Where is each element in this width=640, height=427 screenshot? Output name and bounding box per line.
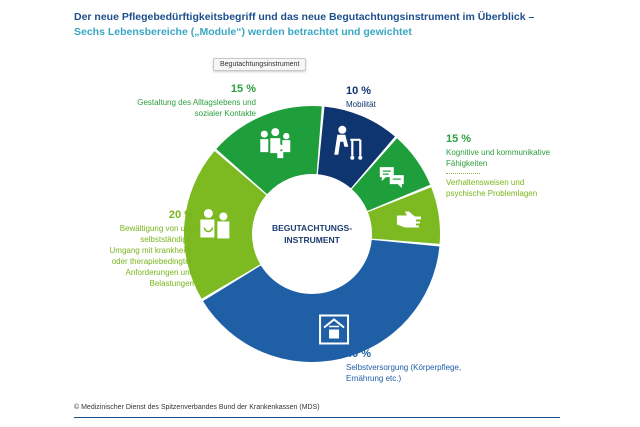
footer-copyright: © Medizinischer Dienst des Spitzenverban… [74,404,320,411]
label-alltag: 15 % Gestaltung des Alltagslebens und so… [130,84,256,119]
pct-mobilitaet: 10 % [346,85,372,97]
center-label: BEGUTACHTUNGS- INSTRUMENT [262,222,362,246]
center-label-line2: INSTRUMENT [284,235,340,245]
dotted-divider [446,173,480,174]
walker-icon [334,125,363,160]
name-selbstversorgung: Selbstversorgung (Körperpflege, Ernährun… [346,363,462,383]
title-line-2: Sechs Lebensbereiche („Module“) werden b… [74,26,412,38]
pct-kognitiv: 15 % [446,133,472,145]
name-alltag: Gestaltung des Alltagslebens und soziale… [137,98,256,118]
center-label-line1: BEGUTACHTUNGS- [271,223,353,233]
pct-krankheit: 20 % [168,209,194,221]
slice-mobilitaet [317,106,395,189]
name-krankheit: Bewältigung von und selbstständiger Umga… [109,224,194,288]
home-icon [319,314,350,345]
pct-selbstversorgung: 40 % [346,348,372,360]
title-line-1: Der neue Pflegebedürftigkeitsbegriff und… [74,11,535,23]
footer-rule [74,417,560,418]
speech-bubbles-icon [379,167,404,189]
label-krankheit: 20 % Bewältigung von und selbstständiger… [108,210,194,289]
hand-icon [396,211,421,228]
name-mobilitaet: Mobilität [346,100,376,109]
label-selbstversorgung: 40 % Selbstversorgung (Körperpflege, Ern… [346,349,486,384]
tooltip: Begutachtungsinstrument [213,58,307,71]
group-icon [260,128,291,159]
chart-title: Der neue Pflegebedürftigkeitsbegriff und… [74,10,614,40]
name-verhalten: Verhaltensweisen und psychische Probleml… [446,178,538,198]
pct-alltag: 15 % [230,83,256,95]
slice-alltag [216,106,322,195]
slice-selbstversorgung [202,239,440,362]
sub-divider [367,185,431,212]
label-mobilitaet: 10 % Mobilität [346,86,376,110]
caregiver-icon [200,208,230,239]
label-kognitiv: 15 % Kognitive und kommunikative Fähigke… [446,134,566,199]
name-kognitiv: Kognitive und kommunikative Fähigkeiten [446,148,551,168]
